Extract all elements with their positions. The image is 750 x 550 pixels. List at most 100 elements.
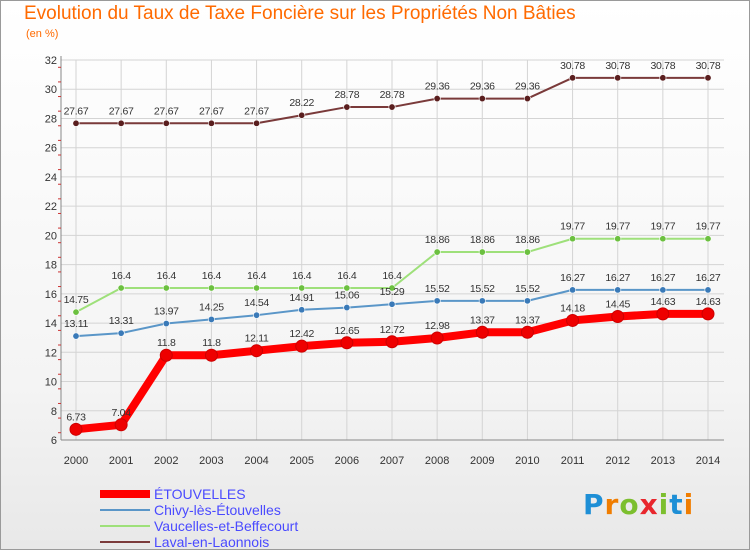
y-tick-label: 14 — [45, 318, 57, 330]
data-label-vaucelles-et-beffecourt: 18.86 — [470, 234, 495, 246]
logo-letter: i — [683, 488, 695, 521]
y-tick-label: 16 — [45, 289, 57, 301]
data-point--touvelles — [656, 307, 670, 321]
legend-label: Chivy-lès-Étouvelles — [154, 502, 281, 518]
x-tick-label: 2005 — [289, 455, 313, 467]
data-label-chivy-l-s-touvelles: 15.52 — [470, 283, 495, 295]
data-point-chivy-l-s-touvelles — [659, 286, 667, 294]
data-point-chivy-l-s-touvelles — [343, 304, 351, 312]
data-point-vaucelles-et-beffecourt — [343, 284, 351, 292]
legend-swatch — [100, 509, 150, 511]
legend-label: Laval-en-Laonnois — [154, 534, 270, 550]
data-point-vaucelles-et-beffecourt — [433, 248, 441, 256]
data-label--touvelles: 7.04 — [112, 407, 132, 419]
x-tick-label: 2006 — [335, 455, 359, 467]
data-point-chivy-l-s-touvelles — [72, 332, 80, 340]
data-label-laval-en-laonnois: 27.67 — [199, 105, 224, 117]
x-tick-label: 2004 — [244, 455, 268, 467]
data-point--touvelles — [566, 313, 580, 327]
data-point-laval-en-laonnois — [117, 119, 125, 127]
data-label-vaucelles-et-beffecourt: 19.77 — [650, 221, 675, 233]
data-label-vaucelles-et-beffecourt: 16.4 — [382, 270, 402, 282]
y-tick-label: 8 — [51, 406, 57, 418]
y-tick-label: 20 — [45, 230, 57, 242]
data-label-chivy-l-s-touvelles: 15.06 — [334, 290, 359, 302]
logo-letter: x — [639, 488, 659, 521]
data-label-chivy-l-s-touvelles: 13.11 — [64, 318, 88, 330]
data-point--touvelles — [520, 325, 534, 339]
legend-swatch — [100, 541, 150, 543]
data-label-chivy-l-s-touvelles: 14.91 — [289, 292, 314, 304]
logo-letter: o — [619, 488, 640, 521]
data-point-vaucelles-et-beffecourt — [704, 235, 712, 243]
data-point-vaucelles-et-beffecourt — [523, 248, 531, 256]
data-point-laval-en-laonnois — [659, 74, 667, 82]
data-point-laval-en-laonnois — [72, 119, 80, 127]
data-point--touvelles — [340, 336, 354, 350]
data-point-vaucelles-et-beffecourt — [659, 235, 667, 243]
data-label-vaucelles-et-beffecourt: 16.4 — [337, 270, 357, 282]
data-label--touvelles: 11.8 — [157, 337, 176, 349]
data-label-chivy-l-s-touvelles: 16.27 — [560, 272, 585, 284]
logo-letter: r — [604, 488, 620, 521]
data-point-laval-en-laonnois — [253, 119, 261, 127]
data-point--touvelles — [114, 418, 128, 432]
logo-letter: t — [669, 488, 684, 521]
data-label-laval-en-laonnois: 30.78 — [650, 60, 675, 72]
data-label-laval-en-laonnois: 28.78 — [334, 89, 359, 101]
x-tick-label: 2002 — [154, 455, 178, 467]
x-tick-label: 2013 — [651, 455, 675, 467]
legend-swatch — [100, 525, 150, 527]
data-point-chivy-l-s-touvelles — [478, 297, 486, 305]
data-point--touvelles — [295, 339, 309, 353]
y-tick-label: 10 — [45, 377, 57, 389]
legend-item: Laval-en-Laonnois — [100, 534, 400, 550]
data-label--touvelles: 14.63 — [650, 296, 675, 308]
data-point--touvelles — [701, 307, 715, 321]
chart-subtitle: (en %) — [26, 28, 59, 40]
legend-item: Vaucelles-et-Beffecourt — [100, 518, 400, 534]
data-label-vaucelles-et-beffecourt: 14.75 — [64, 294, 89, 306]
data-point-vaucelles-et-beffecourt — [298, 284, 306, 292]
x-tick-label: 2009 — [470, 455, 494, 467]
data-point-vaucelles-et-beffecourt — [72, 308, 80, 316]
legend-label: ÉTOUVELLES — [154, 486, 246, 502]
x-tick-label: 2010 — [515, 455, 539, 467]
y-tick-label: 24 — [45, 172, 57, 184]
data-label-vaucelles-et-beffecourt: 16.4 — [157, 270, 177, 282]
data-label--touvelles: 11.8 — [202, 337, 221, 349]
y-tick-label: 26 — [45, 143, 57, 155]
data-point--touvelles — [611, 310, 625, 323]
data-label--touvelles: 12.42 — [289, 328, 314, 340]
data-point-chivy-l-s-touvelles — [207, 315, 215, 323]
data-label-chivy-l-s-touvelles: 16.27 — [605, 272, 630, 284]
data-label-laval-en-laonnois: 30.78 — [696, 60, 721, 72]
data-label-laval-en-laonnois: 27.67 — [244, 105, 269, 117]
data-point-chivy-l-s-touvelles — [433, 297, 441, 305]
data-point-vaucelles-et-beffecourt — [478, 248, 486, 256]
data-label-vaucelles-et-beffecourt: 18.86 — [515, 234, 540, 246]
chart-legend: ÉTOUVELLES Chivy-lès-Étouvelles Vaucelles-… — [100, 486, 400, 550]
y-tick-label: 32 — [45, 55, 57, 67]
y-tick-label: 28 — [45, 113, 57, 125]
data-label-chivy-l-s-touvelles: 16.27 — [650, 272, 675, 284]
data-label-vaucelles-et-beffecourt: 18.86 — [425, 234, 450, 246]
data-point-chivy-l-s-touvelles — [162, 320, 170, 328]
data-point-laval-en-laonnois — [523, 95, 531, 103]
data-point-laval-en-laonnois — [614, 74, 622, 82]
x-tick-label: 2012 — [605, 455, 629, 467]
data-label-laval-en-laonnois: 27.67 — [154, 105, 179, 117]
data-label-laval-en-laonnois: 28.78 — [380, 89, 405, 101]
data-label--touvelles: 13.37 — [515, 314, 540, 326]
proxiti-logo: Proxiti — [583, 488, 694, 521]
data-label-vaucelles-et-beffecourt: 16.4 — [292, 270, 312, 282]
data-label-laval-en-laonnois: 27.67 — [109, 105, 134, 117]
x-tick-label: 2007 — [380, 455, 404, 467]
data-label-chivy-l-s-touvelles: 15.52 — [425, 283, 450, 295]
data-point--touvelles — [250, 344, 264, 358]
data-point-chivy-l-s-touvelles — [614, 286, 622, 294]
logo-letter: i — [658, 488, 670, 521]
x-tick-label: 2011 — [561, 455, 585, 467]
data-point-laval-en-laonnois — [298, 111, 306, 119]
data-point-laval-en-laonnois — [569, 74, 577, 82]
